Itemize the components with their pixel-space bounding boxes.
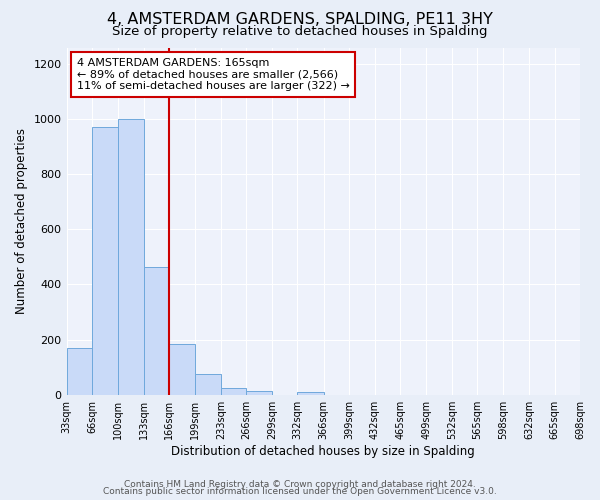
Bar — [67, 348, 92, 395]
Text: 4 AMSTERDAM GARDENS: 165sqm
← 89% of detached houses are smaller (2,566)
11% of : 4 AMSTERDAM GARDENS: 165sqm ← 89% of det… — [77, 58, 350, 91]
Bar — [195, 374, 221, 394]
Text: Contains HM Land Registry data © Crown copyright and database right 2024.: Contains HM Land Registry data © Crown c… — [124, 480, 476, 489]
Text: Contains public sector information licensed under the Open Government Licence v3: Contains public sector information licen… — [103, 487, 497, 496]
Y-axis label: Number of detached properties: Number of detached properties — [15, 128, 28, 314]
Bar — [92, 128, 118, 394]
Bar — [298, 392, 323, 394]
Bar — [247, 390, 272, 394]
X-axis label: Distribution of detached houses by size in Spalding: Distribution of detached houses by size … — [172, 444, 475, 458]
Bar — [169, 344, 195, 394]
Bar — [221, 388, 247, 394]
Bar — [144, 266, 169, 394]
Bar — [118, 119, 144, 394]
Text: 4, AMSTERDAM GARDENS, SPALDING, PE11 3HY: 4, AMSTERDAM GARDENS, SPALDING, PE11 3HY — [107, 12, 493, 28]
Text: Size of property relative to detached houses in Spalding: Size of property relative to detached ho… — [112, 25, 488, 38]
